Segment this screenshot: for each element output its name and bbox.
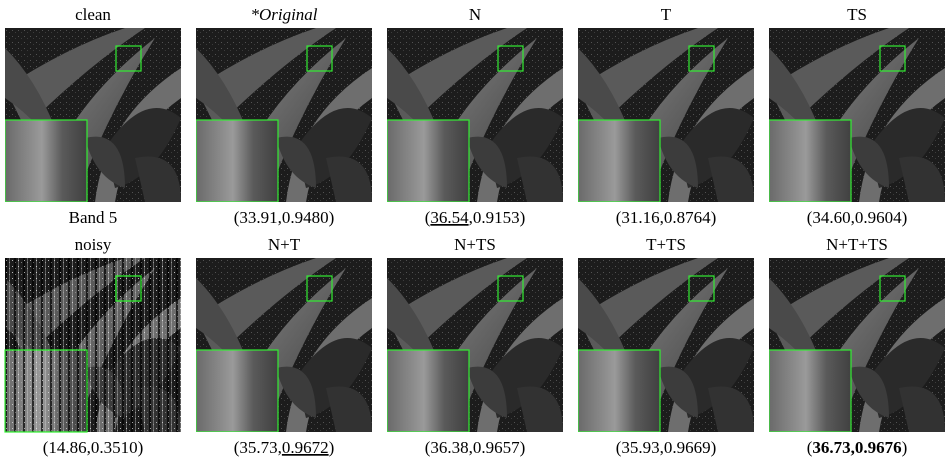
- panel-title: T: [661, 5, 672, 24]
- panel-caption: (35.93,0.9669): [616, 438, 717, 457]
- panel-caption: (34.60,0.9604): [807, 208, 908, 227]
- plant-image: [578, 28, 754, 202]
- panel-title: T+TS: [646, 235, 686, 254]
- panel-image: [387, 28, 563, 202]
- zoom-box: [4, 349, 88, 433]
- panel-image: [196, 28, 372, 202]
- plant-image: [196, 258, 372, 432]
- plant-image: [769, 258, 945, 432]
- caption-part: ): [902, 438, 908, 457]
- panel-title: N+TS: [454, 235, 496, 254]
- caption-part: (35.93,0.9669): [616, 438, 717, 457]
- caption-part: 0.9672: [282, 438, 329, 457]
- caption-part: (31.16,0.8764): [616, 208, 717, 227]
- panel-caption: (31.16,0.8764): [616, 208, 717, 227]
- panel-title: *Original: [250, 5, 317, 24]
- noise-speck: [5, 258, 181, 432]
- caption-part: (: [807, 438, 813, 457]
- panel-image: [4, 258, 181, 433]
- caption-part: (36.38,0.9657): [425, 438, 526, 457]
- panel-image: [578, 28, 754, 202]
- panel-caption: (36.73,0.9676): [807, 438, 908, 457]
- panel-title: TS: [847, 5, 867, 24]
- panel-image: [578, 258, 754, 432]
- caption-part: (14.86,0.3510): [43, 438, 144, 457]
- panel-caption: (35.73,0.9672): [234, 438, 335, 457]
- panel-image: [769, 258, 945, 432]
- caption-part: Band 5: [69, 208, 118, 227]
- panel-caption: Band 5: [69, 208, 118, 227]
- panel-title: N+T+TS: [826, 235, 888, 254]
- plant-image: [5, 28, 181, 202]
- caption-part: ): [329, 438, 335, 457]
- caption-part: 36.54: [430, 208, 469, 227]
- caption-part: ,0.9153): [469, 208, 526, 227]
- panel-title: N+T: [268, 235, 301, 254]
- plant-image: [387, 258, 563, 432]
- panel-image: [769, 28, 945, 202]
- panel-caption: (14.86,0.3510): [43, 438, 144, 457]
- panel-caption: (33.91,0.9480): [234, 208, 335, 227]
- plant-image: [769, 28, 945, 202]
- panel-title: clean: [75, 5, 111, 24]
- plant-image: [578, 258, 754, 432]
- caption-part: (: [425, 208, 431, 227]
- panel-caption: (36.38,0.9657): [425, 438, 526, 457]
- caption-part: 36.73,0.9676: [812, 438, 901, 457]
- caption-part: (34.60,0.9604): [807, 208, 908, 227]
- caption-part: (33.91,0.9480): [234, 208, 335, 227]
- panel-image: [387, 258, 563, 432]
- plant-image: [196, 28, 372, 202]
- panel-title: N: [469, 5, 481, 24]
- plant-image: [387, 28, 563, 202]
- caption-part: (35.73,: [234, 438, 282, 457]
- panel-caption: (36.54,0.9153): [425, 208, 526, 227]
- roi-box: [115, 275, 142, 302]
- panel-image: [196, 258, 372, 432]
- panel-title: noisy: [75, 235, 112, 254]
- panel-image: [5, 28, 181, 202]
